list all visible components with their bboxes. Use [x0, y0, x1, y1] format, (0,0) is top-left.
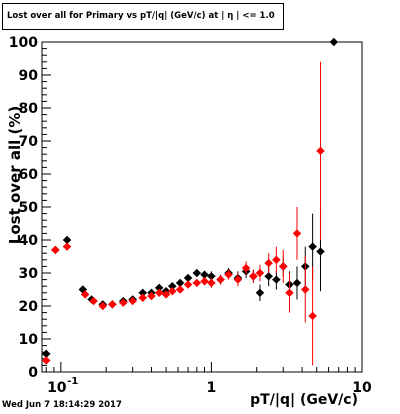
series-layer: [42, 37, 339, 366]
data-point: [285, 288, 294, 297]
data-point: [138, 288, 147, 297]
data-point: [272, 255, 281, 264]
series-1: [42, 37, 339, 359]
timestamp-footer: Wed Jun 7 18:14:29 2017: [2, 400, 122, 410]
data-point: [308, 242, 317, 251]
data-point: [207, 278, 216, 288]
data-point: [200, 277, 209, 286]
data-point: [301, 285, 310, 294]
data-point: [154, 288, 164, 297]
y-tick-label: 80: [19, 101, 39, 117]
data-point: [128, 296, 137, 306]
data-point: [272, 275, 281, 284]
y-tick-label: 30: [19, 266, 39, 282]
chart-title: Lost over all for Primary vs pT/|q| (GeV…: [2, 3, 284, 30]
data-point: [154, 283, 164, 293]
x-tick-label: 1: [207, 380, 217, 396]
y-tick-label: 70: [19, 134, 39, 150]
data-point: [42, 356, 51, 365]
data-point: [89, 296, 98, 306]
data-point: [292, 278, 302, 288]
data-point: [108, 300, 117, 309]
data-point: [255, 268, 265, 278]
y-axis-label: Lost over all (%): [6, 106, 24, 244]
data-point: [51, 245, 60, 255]
x-axis-label: pT/|q| (GeV/c): [250, 392, 358, 408]
data-point: [138, 293, 147, 302]
y-tick-label: 60: [19, 167, 39, 183]
data-point: [316, 247, 325, 256]
data-point: [264, 272, 273, 281]
data-point: [175, 278, 185, 288]
data-point: [42, 349, 51, 359]
data-point: [308, 311, 317, 321]
data-point: [224, 270, 233, 279]
x-tick-label: 10: [47, 380, 67, 396]
y-tick-label: 100: [9, 35, 38, 51]
data-point: [62, 235, 72, 245]
x-axis: 10 -1 1 10: [45, 362, 372, 396]
data-point: [168, 286, 177, 296]
data-point: [200, 270, 209, 279]
plot-frame: [41, 41, 363, 373]
data-point: [168, 282, 177, 291]
data-point: [98, 301, 107, 311]
y-tick-label: 20: [19, 299, 39, 315]
data-point: [329, 37, 339, 47]
data-point: [192, 268, 202, 278]
data-point: [292, 229, 302, 238]
series-2: [42, 61, 325, 366]
data-point: [80, 290, 90, 299]
data-point: [279, 262, 288, 271]
x-tick-label-exponent: -1: [67, 376, 78, 387]
data-point: [192, 278, 202, 288]
data-point: [216, 275, 225, 284]
data-point: [316, 146, 325, 156]
data-point: [62, 242, 72, 251]
y-tick-label: 0: [28, 365, 38, 381]
y-axis: 0 10 20 30 40 50 60 70 80 90 100: [9, 35, 51, 381]
data-point: [249, 272, 258, 281]
data-point: [183, 273, 193, 283]
data-point: [207, 272, 216, 281]
data-point: [241, 263, 251, 273]
data-point: [78, 285, 88, 294]
data-point: [255, 288, 265, 297]
data-point: [175, 285, 185, 294]
data-point: [161, 290, 171, 299]
x-tick-label: 10: [352, 380, 372, 396]
data-point: [147, 291, 156, 301]
y-tick-label: 90: [19, 68, 39, 84]
y-tick-label: 10: [19, 332, 39, 348]
y-tick-label: 50: [19, 200, 39, 216]
y-tick-label: 40: [19, 233, 39, 249]
data-point: [119, 298, 128, 307]
data-point: [183, 280, 193, 289]
data-point: [233, 275, 243, 284]
data-point: [264, 258, 273, 268]
